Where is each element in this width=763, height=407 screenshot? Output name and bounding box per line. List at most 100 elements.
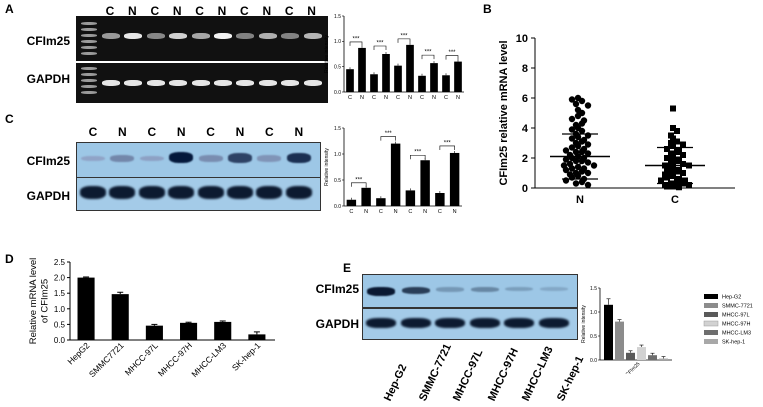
lane-label: Hep-G2 bbox=[382, 362, 410, 404]
lane-label: N bbox=[235, 125, 245, 139]
lane-label: N bbox=[118, 125, 127, 139]
scatter-point bbox=[658, 177, 664, 184]
scatter-point bbox=[670, 143, 676, 149]
scatter-point bbox=[674, 168, 680, 175]
x-tick-label: C bbox=[396, 95, 400, 101]
scatter-point bbox=[568, 135, 576, 142]
scatter-point bbox=[674, 128, 680, 134]
y-tick-label: 1.0 bbox=[54, 305, 66, 314]
blot-band bbox=[168, 186, 195, 199]
y-tick-label: 1.5 bbox=[334, 126, 341, 132]
x-tick-label: N bbox=[432, 95, 436, 101]
bar bbox=[394, 65, 402, 92]
scatter-point bbox=[584, 150, 592, 157]
ladder-band bbox=[81, 91, 97, 94]
blot-band bbox=[436, 287, 464, 292]
scatter-point bbox=[674, 179, 680, 185]
scatter-point bbox=[668, 159, 674, 166]
lane-label: C bbox=[195, 4, 204, 18]
panel-a-control-label: GAPDH bbox=[26, 72, 70, 86]
panel-e-blot-control bbox=[362, 308, 578, 340]
bar bbox=[449, 152, 460, 206]
scatter-point bbox=[568, 115, 576, 123]
x-axis-label: CFIm25 bbox=[625, 361, 642, 374]
significance-bracket bbox=[445, 55, 459, 60]
significance-marker: *** bbox=[414, 150, 422, 156]
bar bbox=[442, 75, 450, 92]
bar bbox=[111, 294, 129, 340]
scatter-point bbox=[584, 159, 592, 166]
significance-bracket bbox=[421, 54, 435, 60]
panel-c-bar-chart: 0.0 0.5 1.0 1.5 Relative intensity C N C N C N C N **… bbox=[324, 126, 462, 215]
y-tick-label: 1.0 bbox=[334, 152, 341, 158]
panel-e-control-label: GAPDH bbox=[315, 317, 359, 331]
lane-label: SMMC-7721 bbox=[416, 342, 454, 404]
scatter-point bbox=[572, 157, 580, 165]
x-tick-label: C bbox=[349, 209, 353, 215]
legend-swatch bbox=[704, 312, 718, 317]
scatter-point bbox=[568, 144, 576, 151]
bar bbox=[346, 69, 354, 92]
gel-band bbox=[124, 80, 143, 86]
scatter-point bbox=[680, 170, 686, 176]
legend-swatch bbox=[704, 339, 718, 344]
significance-bracket bbox=[380, 136, 396, 141]
scatter-point bbox=[670, 183, 676, 190]
panel-c-blot-control bbox=[76, 177, 321, 211]
bar bbox=[180, 322, 198, 340]
bar bbox=[615, 321, 624, 360]
gel-band bbox=[236, 33, 255, 39]
lane-label: MHCC-97H bbox=[485, 346, 521, 404]
bar bbox=[382, 54, 390, 92]
gel-band bbox=[258, 33, 277, 39]
panel-a-gene-label: CFIm25 bbox=[26, 34, 70, 48]
lane-label: N bbox=[217, 4, 227, 18]
y-tick-label: 10 bbox=[516, 33, 528, 45]
panel-c-blot-gene bbox=[76, 142, 321, 179]
significance-bracket bbox=[373, 45, 387, 50]
lane-label: C bbox=[150, 4, 160, 18]
gel-band bbox=[169, 33, 188, 39]
significance-marker: *** bbox=[400, 33, 408, 39]
lane-label: N bbox=[294, 125, 304, 139]
ladder-band bbox=[81, 52, 97, 55]
bar bbox=[648, 355, 657, 360]
bar bbox=[430, 63, 438, 92]
gel-band bbox=[303, 33, 322, 39]
panel-c-gene-label: CFIm25 bbox=[26, 154, 70, 168]
significance-marker: *** bbox=[376, 41, 384, 47]
panel-a-letter: A bbox=[5, 2, 14, 16]
gel-band bbox=[102, 33, 120, 39]
gel-band bbox=[146, 80, 165, 86]
panel-b-letter: B bbox=[483, 2, 492, 16]
gel-band bbox=[146, 33, 165, 39]
blot-band bbox=[400, 318, 431, 328]
lane-label: C bbox=[206, 125, 215, 139]
scatter-point bbox=[686, 182, 692, 188]
y-axis-label: CFIm25 relative mRNA level bbox=[498, 40, 510, 185]
x-tick-label: C bbox=[444, 95, 448, 101]
bar bbox=[604, 304, 613, 360]
blot-band bbox=[139, 155, 164, 162]
x-tick-label: N bbox=[423, 209, 427, 215]
y-tick-label: 8 bbox=[522, 63, 528, 75]
scatter-point bbox=[578, 97, 586, 105]
y-tick-label: 2 bbox=[522, 153, 528, 165]
x-tick-label: C bbox=[348, 95, 352, 101]
x-tick-label: C bbox=[372, 95, 376, 101]
scatter-point bbox=[664, 183, 670, 190]
scatter-point bbox=[680, 161, 686, 167]
y-tick-label: 1.5 bbox=[54, 289, 66, 298]
bar bbox=[390, 143, 401, 206]
scatter-point bbox=[572, 180, 580, 187]
bar bbox=[406, 44, 414, 92]
scatter-point bbox=[578, 120, 586, 127]
gel-band bbox=[214, 80, 232, 86]
bar bbox=[435, 193, 445, 206]
panel-a-gel-gene bbox=[76, 16, 328, 61]
legend-label: MHCC-97H bbox=[722, 322, 750, 328]
gel-band bbox=[191, 33, 210, 39]
bar bbox=[637, 347, 646, 360]
y-tick-label: 2.0 bbox=[54, 274, 66, 283]
ladder-band bbox=[81, 40, 97, 43]
